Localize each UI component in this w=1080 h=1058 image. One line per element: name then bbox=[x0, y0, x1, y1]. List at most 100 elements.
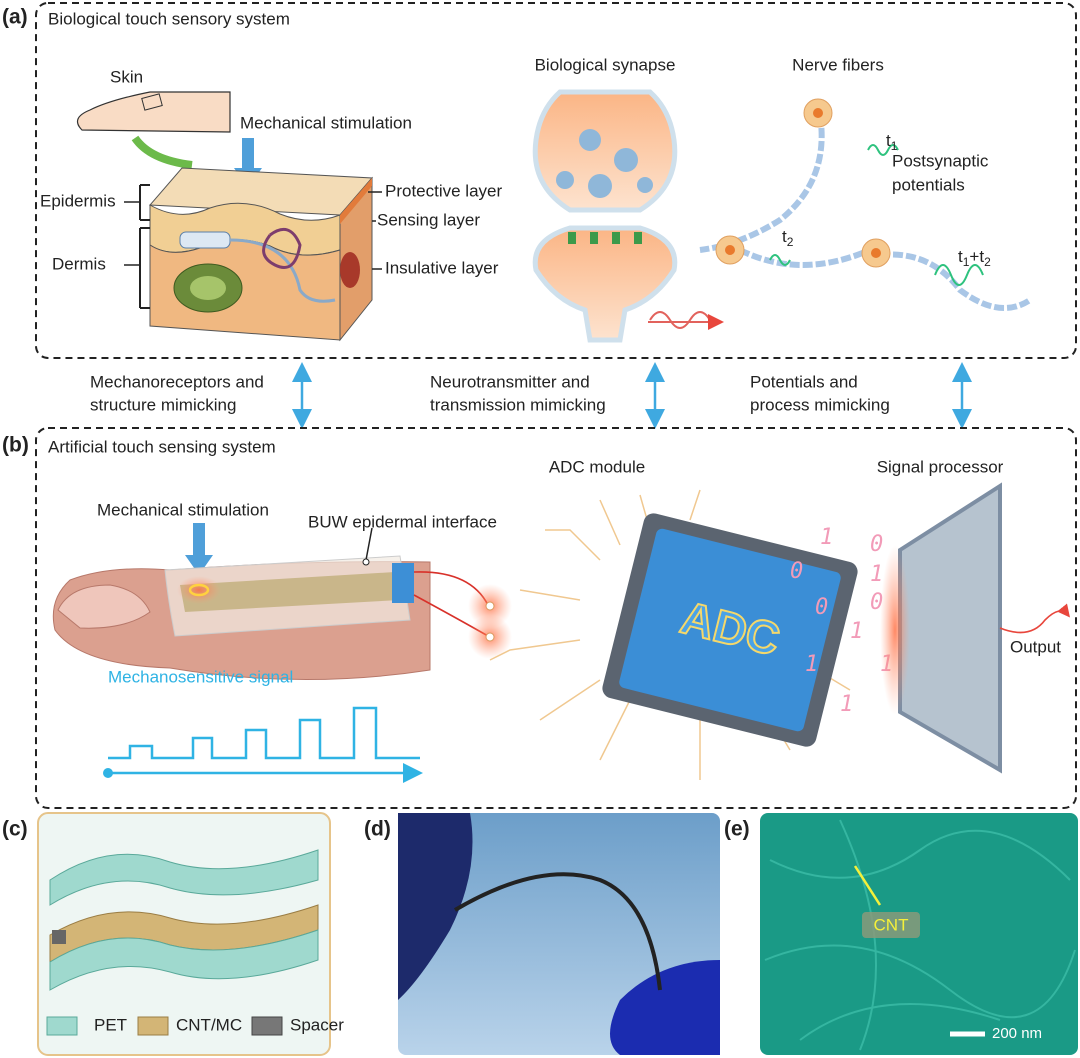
output-arrow bbox=[999, 603, 1071, 634]
link-label: transmission mimicking bbox=[430, 395, 606, 414]
dermis-label: Dermis bbox=[52, 254, 106, 273]
stimulation-arrow bbox=[185, 523, 213, 575]
neurons-part bbox=[769, 254, 791, 266]
vesicles-part bbox=[579, 129, 601, 151]
insulative-label: Insulative layer bbox=[385, 258, 499, 277]
glove-left bbox=[398, 813, 473, 1000]
legend-swatch bbox=[251, 1016, 283, 1036]
neurons-part bbox=[738, 247, 872, 268]
panel-frame bbox=[35, 2, 1077, 359]
skin-label: Skin bbox=[110, 67, 143, 86]
fibers bbox=[764, 819, 1076, 1051]
t-sub: 1 bbox=[963, 255, 970, 269]
t-sub: 1 bbox=[891, 139, 898, 153]
green-arrow bbox=[131, 135, 193, 169]
vesicles-part bbox=[614, 148, 638, 172]
receptors-part bbox=[568, 232, 576, 244]
scale-label: 200 nm bbox=[992, 1025, 1042, 1042]
stimulation-label: Mechanical stimulation bbox=[240, 113, 412, 132]
processor-label: Signal processor bbox=[877, 457, 1004, 476]
vesicles-part bbox=[637, 177, 653, 193]
receptors-part bbox=[590, 232, 598, 244]
meissner bbox=[179, 231, 231, 249]
panel-e: (e) CNT 200 nm bbox=[724, 813, 1078, 1055]
signal-label: Mechanosensitive signal bbox=[108, 667, 293, 686]
panel-frame bbox=[35, 427, 1077, 809]
t-base: t bbox=[958, 247, 963, 266]
binary-digit: 1 bbox=[820, 525, 833, 550]
legend-swatch bbox=[137, 1016, 169, 1036]
merkel bbox=[340, 252, 360, 288]
sensing-label: Sensing layer bbox=[377, 210, 480, 229]
binary-digit: 0 bbox=[870, 590, 883, 615]
protective-edge bbox=[340, 178, 372, 224]
links: Mechanoreceptors and structure mimicking… bbox=[90, 362, 972, 429]
leader bbox=[365, 527, 373, 561]
leaders bbox=[368, 191, 382, 270]
binary-digit: 1 bbox=[870, 562, 883, 587]
neurons-part bbox=[879, 251, 1032, 311]
link-label: Potentials and bbox=[750, 372, 858, 391]
postsynaptic bbox=[532, 225, 678, 343]
output-label: Output bbox=[1010, 637, 1061, 656]
neurons-part bbox=[813, 108, 823, 118]
spacer bbox=[52, 930, 66, 944]
link-label: structure mimicking bbox=[90, 395, 236, 414]
ruffini bbox=[262, 227, 302, 269]
binary-digit: 1 bbox=[805, 652, 818, 677]
touch-ring bbox=[188, 583, 210, 597]
binary-digit: 0 bbox=[790, 559, 803, 584]
panel-label: (e) bbox=[724, 818, 750, 841]
panel-label: (c) bbox=[2, 818, 28, 841]
t-sub: 2 bbox=[787, 235, 794, 249]
t-base: t bbox=[782, 227, 787, 246]
receptors bbox=[568, 232, 642, 244]
link-label: Mechanoreceptors and bbox=[90, 372, 264, 391]
synapse-label: Biological synapse bbox=[535, 55, 676, 74]
interface-label: BUW epidermal interface bbox=[308, 512, 497, 531]
binary-digit: 1 bbox=[850, 619, 863, 644]
touch-glow bbox=[177, 576, 221, 604]
legend-label: Spacer bbox=[290, 1015, 344, 1034]
t2: t2 bbox=[782, 227, 794, 249]
panel-title: Artificial touch sensing system bbox=[48, 437, 276, 456]
nerve bbox=[229, 238, 336, 303]
legend-swatch bbox=[46, 1016, 78, 1036]
postsynaptic-label: potentials bbox=[892, 175, 965, 194]
neurons-part bbox=[699, 114, 825, 253]
vesicles-part bbox=[556, 171, 574, 189]
pointer bbox=[853, 865, 882, 906]
panel-c: (c) PET CNT/MC Spacer bbox=[2, 812, 344, 1056]
binary-digit: 0 bbox=[870, 532, 883, 557]
finger bbox=[76, 91, 231, 133]
node bbox=[485, 601, 495, 611]
processor-panel bbox=[898, 482, 1002, 774]
vesicles bbox=[556, 129, 653, 198]
chip: ADC bbox=[602, 513, 858, 747]
panel-label: (b) bbox=[2, 434, 29, 457]
neurons-part bbox=[871, 248, 881, 258]
pet-bottom bbox=[49, 929, 319, 991]
t-base: t bbox=[979, 247, 984, 266]
chip-face bbox=[619, 528, 841, 732]
legend-label: CNT/MC bbox=[176, 1015, 242, 1034]
processor-glow bbox=[880, 545, 910, 715]
pacinian-core bbox=[190, 276, 226, 300]
link-label: Neurotransmitter and bbox=[430, 372, 590, 391]
sensing-strip bbox=[180, 572, 400, 612]
node bbox=[485, 632, 495, 642]
neurons-part bbox=[934, 264, 984, 286]
plus: + bbox=[969, 247, 979, 266]
brackets bbox=[139, 184, 150, 309]
electrode bbox=[392, 563, 414, 603]
leader-dot bbox=[362, 558, 370, 566]
binary-digit: 0 bbox=[815, 595, 828, 620]
t-sub: 2 bbox=[984, 255, 991, 269]
annotation: CNT bbox=[874, 915, 909, 934]
t-sum: t1+t2 bbox=[958, 247, 991, 269]
legend-label: PET bbox=[94, 1015, 127, 1034]
nail bbox=[57, 584, 151, 629]
neurons-part bbox=[725, 245, 735, 255]
